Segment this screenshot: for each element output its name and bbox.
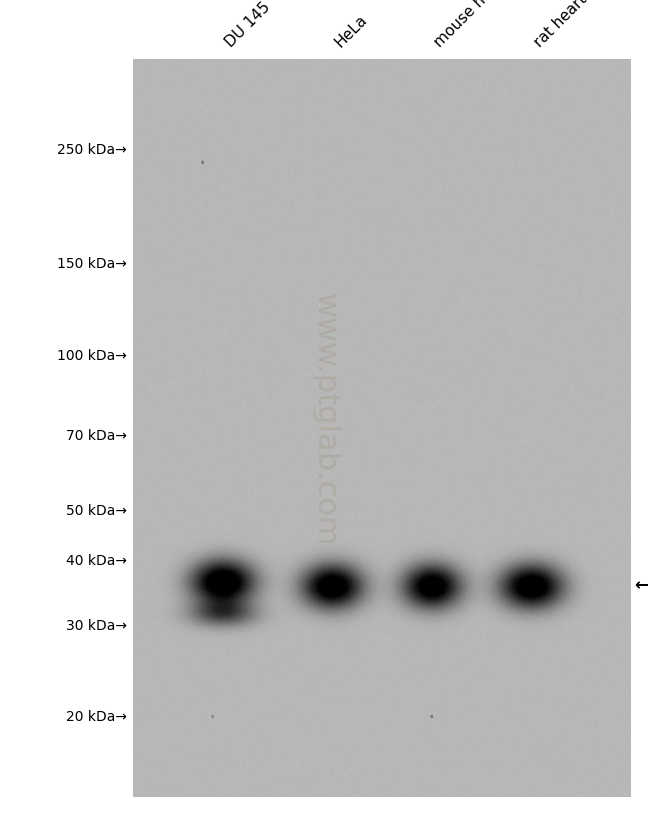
Text: 150 kDa→: 150 kDa→ (57, 258, 127, 272)
Text: 70 kDa→: 70 kDa→ (66, 429, 127, 443)
Text: mouse heart: mouse heart (432, 0, 511, 50)
Text: 100 kDa→: 100 kDa→ (57, 348, 127, 362)
Text: rat heart: rat heart (531, 0, 590, 50)
Text: ←: ← (634, 576, 647, 594)
Text: DU 145: DU 145 (223, 0, 274, 50)
Text: 30 kDa→: 30 kDa→ (66, 619, 127, 633)
Text: www.ptglab.com: www.ptglab.com (311, 293, 339, 546)
Text: 20 kDa→: 20 kDa→ (66, 710, 127, 724)
Text: 40 kDa→: 40 kDa→ (66, 555, 127, 568)
Text: HeLa: HeLa (332, 13, 370, 50)
Text: 250 kDa→: 250 kDa→ (57, 143, 127, 157)
Text: 50 kDa→: 50 kDa→ (66, 504, 127, 519)
